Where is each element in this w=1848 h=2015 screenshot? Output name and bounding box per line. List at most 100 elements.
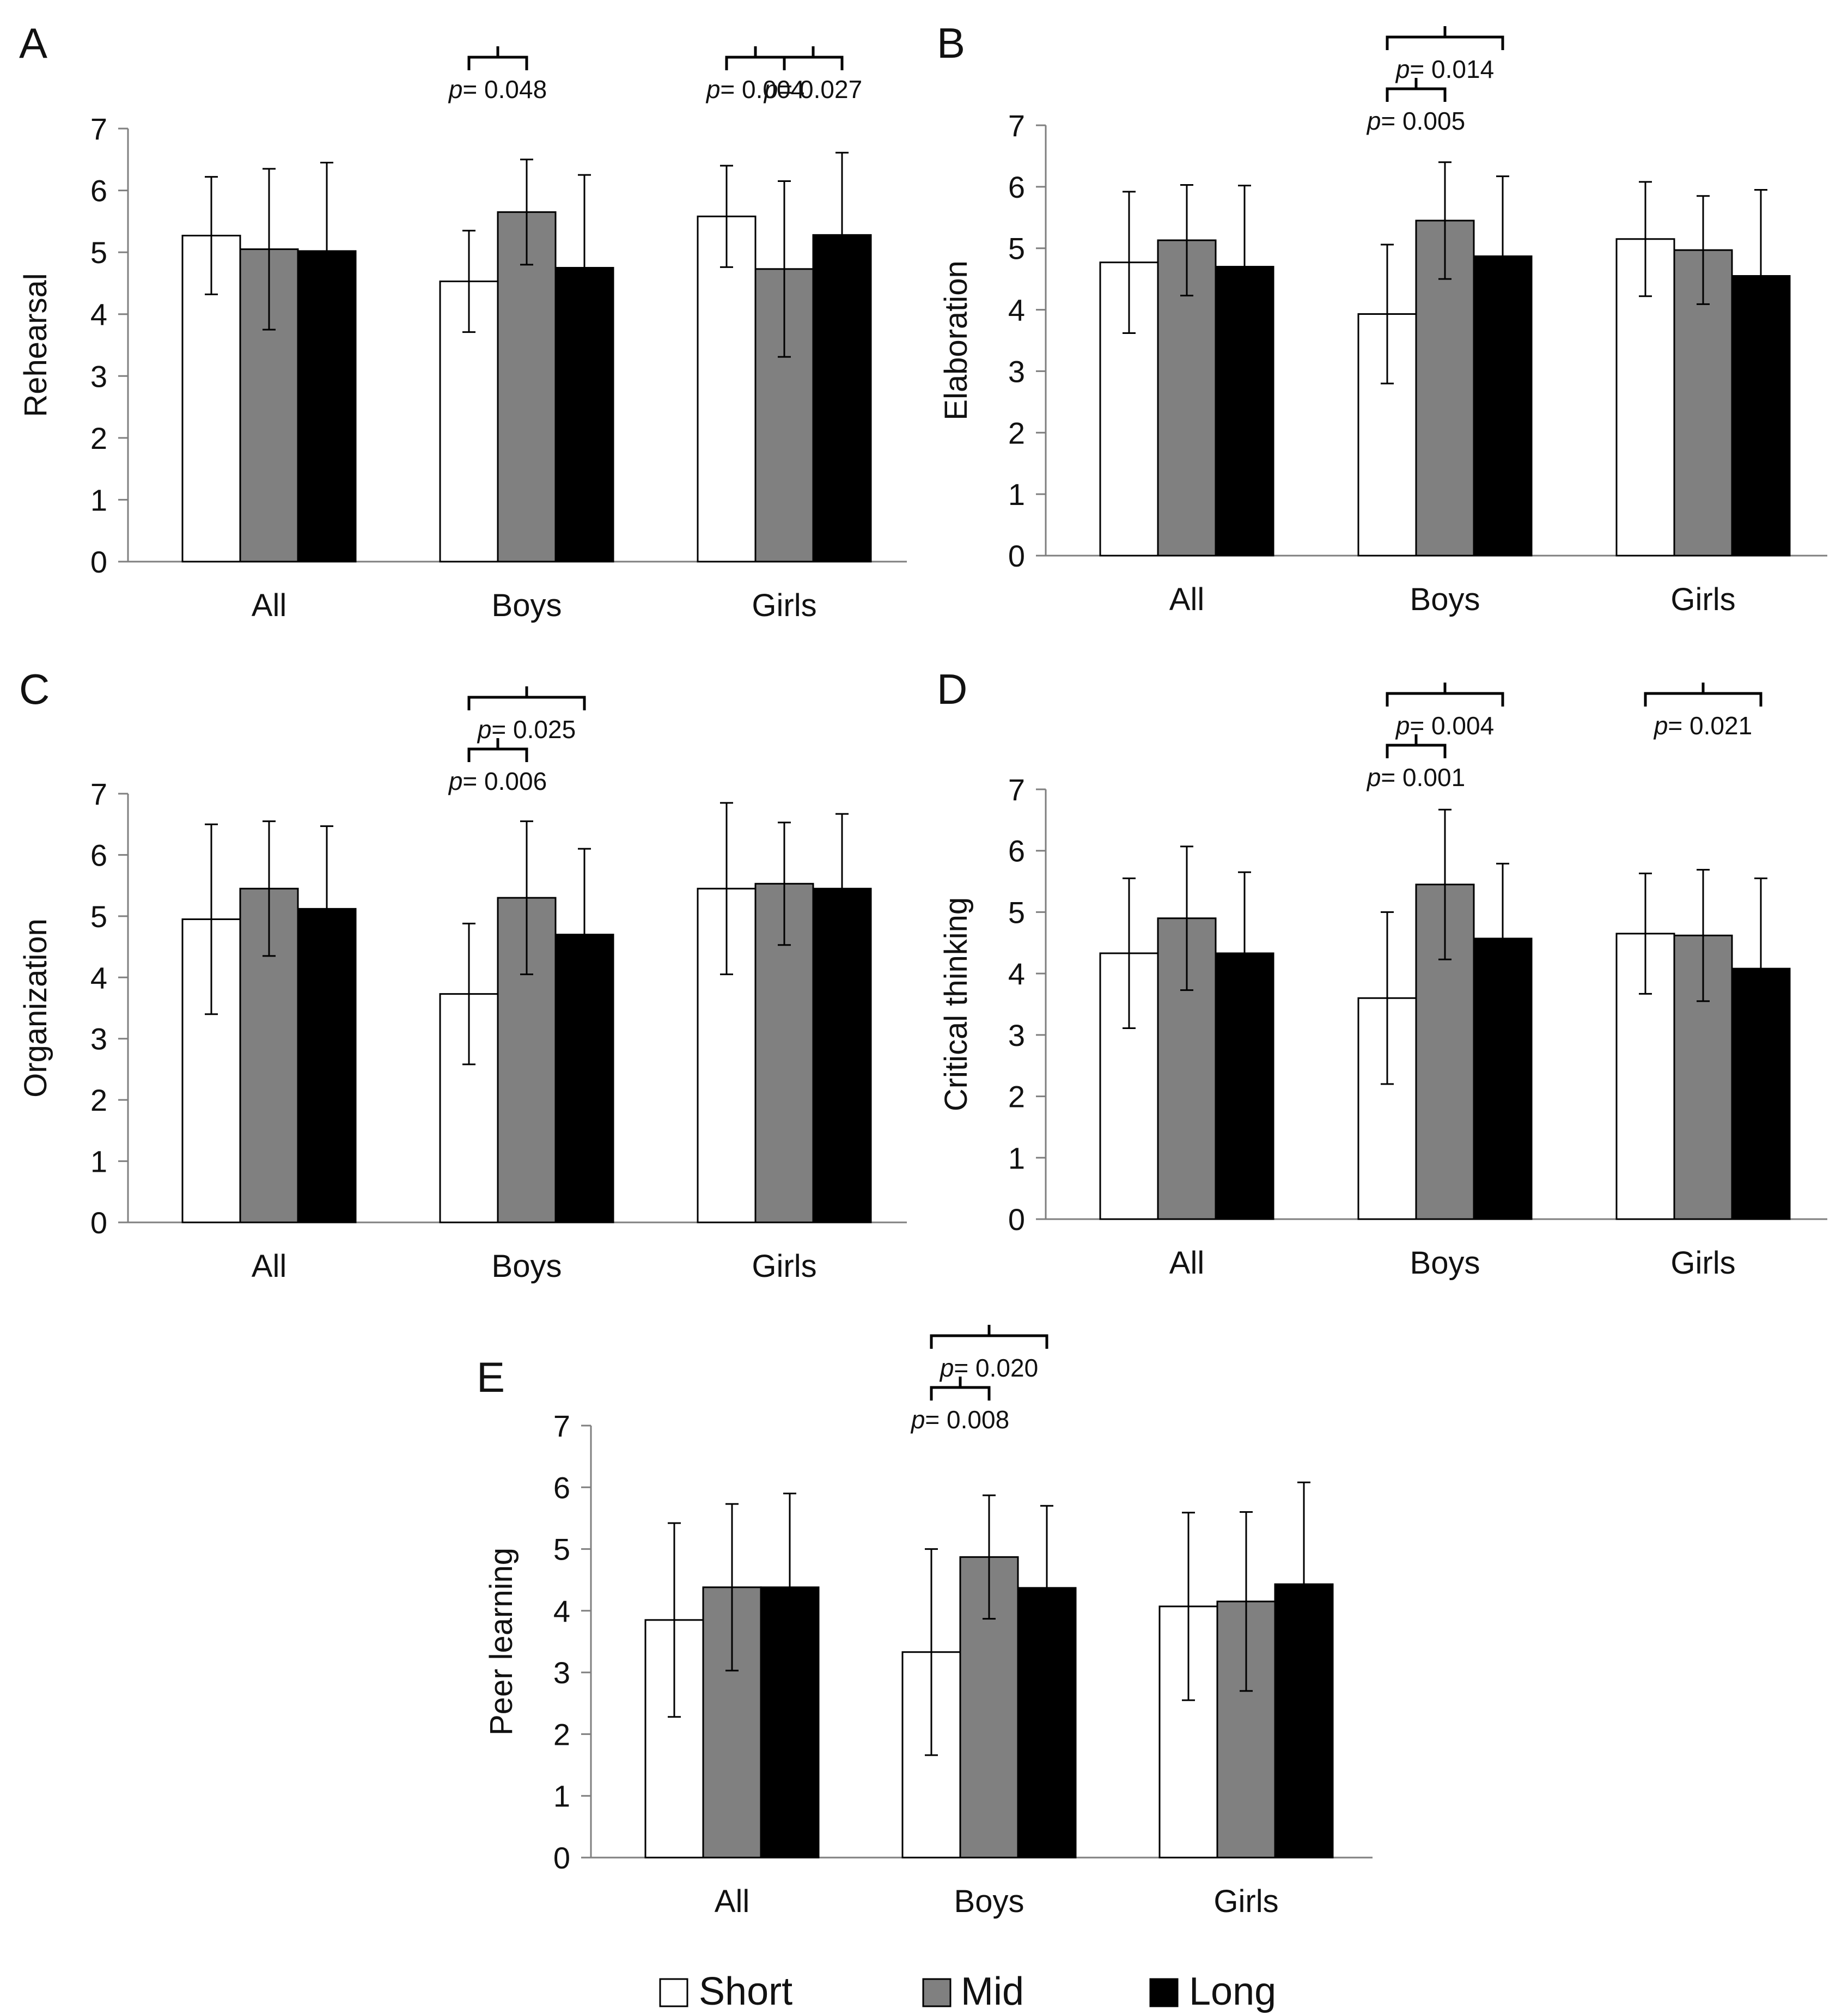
- category-label: Girls: [1213, 1884, 1278, 1919]
- bar: [697, 887, 757, 1223]
- y-tick-label: 0: [1008, 1202, 1025, 1237]
- p-value-label: p= 0.001: [1366, 763, 1465, 792]
- category-label: Boys: [1410, 582, 1480, 617]
- bar: [239, 248, 299, 563]
- panel-letter: D: [937, 665, 967, 713]
- y-tick-label: 2: [1008, 1080, 1025, 1114]
- y-tick-label: 4: [553, 1594, 570, 1628]
- p-value: = 0.006: [462, 767, 547, 795]
- y-tick-label: 7: [90, 112, 107, 146]
- bar: [297, 250, 357, 563]
- panel-letter: A: [19, 19, 47, 67]
- significance-bracket: [1386, 87, 1447, 102]
- p-symbol: p: [910, 1405, 925, 1434]
- y-tick-label: 3: [1008, 354, 1025, 388]
- p-symbol: p: [939, 1354, 954, 1382]
- p-value: = 0.014: [1410, 55, 1494, 83]
- significance-bracket: [1386, 35, 1504, 50]
- y-tick-label: 4: [90, 297, 107, 332]
- category-label: All: [1169, 1245, 1204, 1281]
- significance-bracket: [467, 696, 586, 710]
- y-tick-label: 6: [1008, 170, 1025, 204]
- p-value-label: p= 0.025: [477, 715, 576, 744]
- y-tick-label: 5: [90, 899, 107, 934]
- y-tick-label: 4: [1008, 293, 1025, 327]
- significance-bracket: [1644, 692, 1762, 707]
- y-tick-label: 1: [90, 1145, 107, 1179]
- category-label: All: [252, 1249, 286, 1284]
- legend: Short Mid Long: [659, 1970, 1276, 2013]
- category-label: Boys: [954, 1884, 1024, 1919]
- y-tick-label: 1: [553, 1779, 570, 1813]
- p-value-label: p= 0.006: [448, 767, 547, 795]
- significance-bracket: [783, 56, 844, 70]
- y-tick-label: 0: [90, 545, 107, 579]
- p-value-label: p= 0.014: [1395, 55, 1494, 83]
- p-value: = 0.008: [925, 1405, 1009, 1434]
- p-value: = 0.021: [1668, 711, 1752, 740]
- p-value: = 0.001: [1381, 763, 1465, 792]
- category-label: Boys: [492, 588, 562, 623]
- category-label: Boys: [492, 1249, 562, 1284]
- p-symbol: p: [1395, 711, 1410, 740]
- p-value-label: p= 0.004: [705, 75, 804, 104]
- p-value: = 0.048: [462, 75, 547, 104]
- p-symbol: p: [1366, 107, 1381, 135]
- p-symbol: p: [763, 75, 778, 104]
- p-symbol: p: [1395, 55, 1410, 83]
- y-tick-label: 2: [90, 421, 107, 455]
- y-tick-label: 6: [553, 1470, 570, 1505]
- category-label: Girls: [1670, 1245, 1735, 1281]
- y-tick-label: 1: [90, 483, 107, 517]
- category-label: All: [1169, 582, 1204, 617]
- panel-letter: C: [19, 665, 50, 713]
- p-symbol: p: [1653, 711, 1668, 740]
- y-tick-label: 3: [553, 1655, 570, 1690]
- y-axis-label: Critical thinking: [938, 897, 974, 1111]
- y-tick-label: 4: [90, 960, 107, 995]
- y-tick-label: 4: [1008, 957, 1025, 991]
- y-tick-label: 7: [553, 1409, 570, 1443]
- y-axis-label: Rehearsal: [18, 273, 53, 417]
- category-label: All: [252, 588, 286, 623]
- y-tick-label: 6: [90, 838, 107, 872]
- y-axis-label: Peer learning: [484, 1548, 519, 1736]
- y-tick-label: 5: [1008, 232, 1025, 266]
- y-tick-label: 5: [90, 235, 107, 270]
- p-symbol: p: [448, 767, 463, 795]
- legend-label-mid: Mid: [961, 1970, 1024, 2013]
- y-tick-label: 5: [1008, 895, 1025, 929]
- bar: [497, 211, 557, 563]
- p-value: = 0.025: [491, 715, 576, 744]
- y-tick-label: 3: [90, 359, 107, 393]
- p-value-label: p= 0.005: [1366, 107, 1465, 135]
- y-tick-label: 7: [1008, 108, 1025, 143]
- y-tick-label: 0: [90, 1206, 107, 1240]
- category-label: Boys: [1410, 1245, 1480, 1281]
- bar: [697, 215, 757, 563]
- y-tick-label: 7: [90, 777, 107, 811]
- p-symbol: p: [705, 75, 721, 104]
- p-value-label: p= 0.004: [1395, 711, 1494, 740]
- category-label: Girls: [752, 588, 816, 623]
- significance-bracket: [930, 1386, 991, 1401]
- legend-swatch-short: [659, 1978, 688, 2007]
- p-value: = 0.027: [778, 75, 862, 104]
- p-value-label: p= 0.048: [448, 75, 547, 104]
- panel-letter: B: [937, 19, 965, 67]
- category-label: All: [715, 1884, 749, 1919]
- y-tick-label: 1: [1008, 1141, 1025, 1175]
- p-symbol: p: [1366, 763, 1381, 792]
- p-value-label: p= 0.008: [910, 1405, 1009, 1434]
- y-tick-label: 0: [1008, 539, 1025, 573]
- significance-bracket: [725, 56, 786, 70]
- p-symbol: p: [477, 715, 492, 744]
- y-tick-label: 3: [1008, 1018, 1025, 1052]
- y-tick-label: 6: [1008, 834, 1025, 868]
- y-tick-label: 3: [90, 1022, 107, 1056]
